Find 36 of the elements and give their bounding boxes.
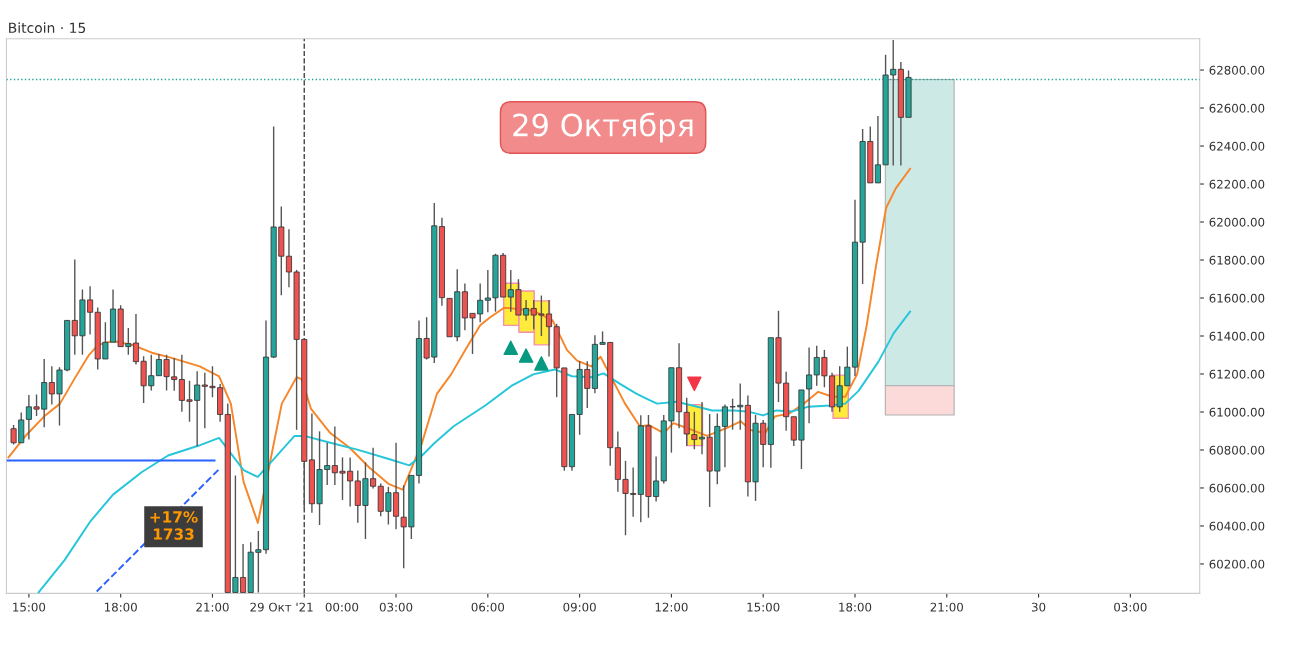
y-tick-label: 61000.00 xyxy=(1209,407,1265,417)
x-tick-label: 03:00 xyxy=(379,602,413,612)
y-tick-label: 60200.00 xyxy=(1209,559,1265,569)
line-series xyxy=(37,310,912,594)
x-tick-label: 30 xyxy=(1031,602,1046,612)
point xyxy=(687,376,702,392)
x-tick-label: 09:00 xyxy=(563,602,596,612)
y-tick-label: 61600.00 xyxy=(1209,293,1265,303)
x-tick-label: 18:00 xyxy=(839,602,872,612)
chart-title: Bitcoin · 15 xyxy=(9,22,86,34)
x-tick-label: 06:00 xyxy=(471,602,505,612)
y-tick-label: 61400.00 xyxy=(1209,331,1265,341)
point xyxy=(534,356,549,371)
y-tick-label: 62400.00 xyxy=(1209,141,1265,151)
y-tick-label: 62000.00 xyxy=(1209,217,1265,227)
x-tick-label: 21:00 xyxy=(196,602,229,612)
y-tick-label: 60600.00 xyxy=(1209,483,1265,493)
x-tick-label: 18:00 xyxy=(104,602,137,612)
y-tick-label: 62600.00 xyxy=(1209,103,1265,113)
y-tick-label: 62200.00 xyxy=(1209,179,1265,189)
annotation: +17% 1733 xyxy=(150,511,198,540)
x-tick-label: 15:00 xyxy=(747,602,780,612)
x-tick-label: 12:00 xyxy=(655,602,688,612)
y-tick-label: 61200.00 xyxy=(1209,369,1265,379)
x-tick-label: 21:00 xyxy=(930,602,963,612)
y-tick-label: 60400.00 xyxy=(1209,521,1265,531)
y-tick-label: 61800.00 xyxy=(1209,255,1265,265)
point xyxy=(503,340,519,356)
annotation: 29 Октября xyxy=(513,112,693,143)
y-tick-label: 62800.00 xyxy=(1209,65,1265,75)
x-tick-label: 03:00 xyxy=(1114,602,1147,612)
point xyxy=(518,348,534,363)
x-tick-label: 15:00 xyxy=(13,602,46,612)
y-tick-label: 60800.00 xyxy=(1209,445,1265,455)
x-tick-label: 29 Окт '21 00:00 xyxy=(250,602,359,612)
line-series xyxy=(7,167,912,524)
